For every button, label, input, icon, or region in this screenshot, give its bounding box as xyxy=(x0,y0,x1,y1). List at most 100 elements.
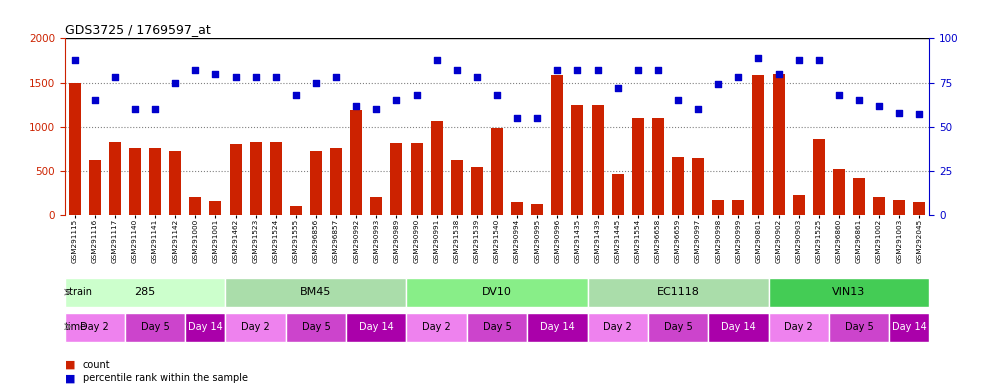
Bar xyxy=(527,313,587,342)
Bar xyxy=(552,76,564,215)
Text: Day 2: Day 2 xyxy=(242,322,270,332)
Point xyxy=(428,56,444,63)
Point xyxy=(167,79,183,86)
Text: Day 5: Day 5 xyxy=(845,322,874,332)
Bar xyxy=(712,200,725,215)
Text: Day 14: Day 14 xyxy=(188,322,223,332)
Point xyxy=(369,106,385,112)
Bar xyxy=(632,118,644,215)
Point xyxy=(328,74,344,80)
Bar xyxy=(109,142,121,215)
Bar xyxy=(430,121,442,215)
Point xyxy=(529,115,545,121)
Point xyxy=(790,56,806,63)
Bar xyxy=(210,201,222,215)
Text: Day 5: Day 5 xyxy=(664,322,693,332)
Point xyxy=(248,74,263,80)
Bar xyxy=(230,144,242,215)
Bar xyxy=(768,278,929,308)
Point xyxy=(851,97,867,103)
Point xyxy=(911,111,927,118)
Bar xyxy=(88,160,100,215)
Text: Day 2: Day 2 xyxy=(422,322,451,332)
Bar xyxy=(169,151,181,215)
Point xyxy=(630,67,646,73)
Point xyxy=(147,106,163,112)
Text: DV10: DV10 xyxy=(482,287,512,297)
Bar xyxy=(752,76,764,215)
Point xyxy=(469,74,485,80)
Point xyxy=(449,67,465,73)
Bar xyxy=(511,202,523,215)
Bar xyxy=(226,313,286,342)
Text: ■: ■ xyxy=(65,360,76,370)
Point xyxy=(670,97,686,103)
Bar xyxy=(772,74,784,215)
Bar xyxy=(587,278,768,308)
Bar xyxy=(833,169,845,215)
Bar xyxy=(652,118,664,215)
Bar xyxy=(65,278,226,308)
Text: BM45: BM45 xyxy=(300,287,332,297)
Point xyxy=(86,97,102,103)
Bar xyxy=(894,200,906,215)
Bar xyxy=(471,167,483,215)
Bar xyxy=(913,202,925,215)
Bar xyxy=(69,83,81,215)
Bar xyxy=(407,278,587,308)
Bar xyxy=(708,313,768,342)
Point xyxy=(892,109,908,116)
Point xyxy=(489,92,505,98)
Point xyxy=(750,55,766,61)
Point xyxy=(690,106,706,112)
Bar xyxy=(692,157,704,215)
Bar xyxy=(149,148,161,215)
Text: EC1118: EC1118 xyxy=(657,287,700,297)
Bar xyxy=(189,197,202,215)
Point xyxy=(409,92,424,98)
Bar xyxy=(572,104,583,215)
Point xyxy=(288,92,304,98)
Point xyxy=(509,115,525,121)
Bar xyxy=(467,313,527,342)
Point xyxy=(609,85,625,91)
Point xyxy=(228,74,244,80)
Bar xyxy=(286,313,346,342)
Point xyxy=(589,67,605,73)
Point xyxy=(570,67,585,73)
Point xyxy=(731,74,746,80)
Bar xyxy=(346,313,407,342)
Text: time: time xyxy=(65,322,86,332)
Text: Day 5: Day 5 xyxy=(301,322,330,332)
Bar xyxy=(129,148,141,215)
Bar xyxy=(531,204,544,215)
Bar xyxy=(411,142,422,215)
Text: Day 2: Day 2 xyxy=(81,322,109,332)
Bar xyxy=(269,142,282,215)
Bar xyxy=(407,313,467,342)
Bar xyxy=(226,278,407,308)
Text: Day 2: Day 2 xyxy=(784,322,813,332)
Point xyxy=(650,67,666,73)
Bar xyxy=(768,313,829,342)
Bar xyxy=(873,197,885,215)
Bar xyxy=(491,129,503,215)
Text: VIN13: VIN13 xyxy=(832,287,866,297)
Bar xyxy=(249,142,261,215)
Bar xyxy=(290,206,302,215)
Bar xyxy=(391,142,403,215)
Bar xyxy=(853,178,865,215)
Text: Day 14: Day 14 xyxy=(540,322,575,332)
Bar xyxy=(648,313,708,342)
Bar xyxy=(350,110,362,215)
Text: Day 14: Day 14 xyxy=(721,322,755,332)
Bar xyxy=(890,313,929,342)
Point xyxy=(811,56,827,63)
Bar xyxy=(330,148,342,215)
Text: ■: ■ xyxy=(65,373,76,383)
Bar xyxy=(310,151,322,215)
Bar xyxy=(813,139,825,215)
Text: Day 5: Day 5 xyxy=(141,322,170,332)
Text: strain: strain xyxy=(65,287,92,297)
Point xyxy=(67,56,83,63)
